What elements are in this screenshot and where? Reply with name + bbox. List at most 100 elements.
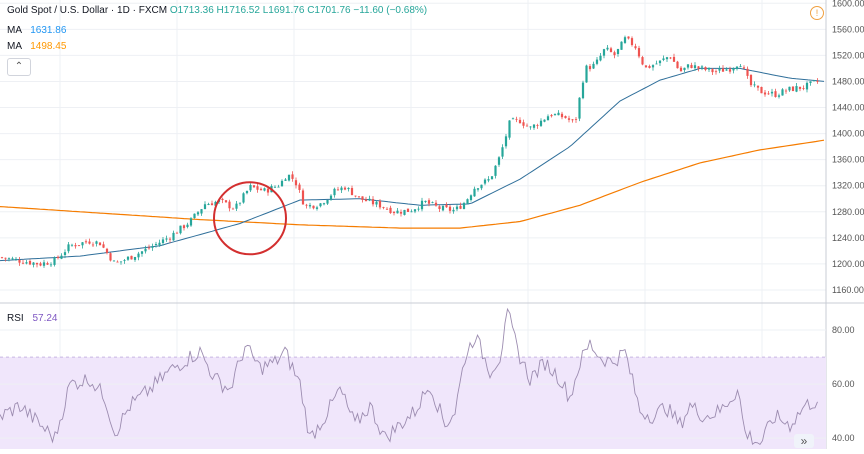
ma-fast-legend[interactable]: MA 1631.86 [7, 25, 66, 36]
candle-down [742, 67, 746, 69]
candle-down [361, 196, 364, 200]
candle-up [511, 118, 515, 120]
ma-slow-legend[interactable]: MA 1498.45 [7, 41, 66, 52]
candle-down [714, 71, 718, 73]
candle-down [392, 211, 396, 214]
candle-up [308, 205, 312, 207]
candle-down [357, 196, 361, 198]
rsi-value: 57.24 [32, 313, 58, 324]
candle-down [816, 81, 819, 82]
candle-up [620, 41, 623, 50]
candle-up [809, 81, 812, 83]
candle-up [403, 209, 406, 215]
candle-down [105, 248, 109, 253]
candle-up [501, 147, 504, 157]
candle-up [557, 112, 560, 116]
candle-up [340, 187, 343, 191]
candle-down [749, 74, 753, 86]
candle-up [753, 84, 756, 86]
candle-up [326, 199, 329, 204]
symbol-name: Gold Spot / U.S. Dollar · 1D · FXCM [7, 5, 168, 16]
candle-up [14, 258, 18, 260]
candle-up [476, 188, 480, 190]
ma-fast-label: MA [7, 25, 22, 36]
candle-down [77, 245, 81, 246]
symbol-legend: Gold Spot / U.S. Dollar · 1D · FXCM O171… [7, 5, 427, 16]
info-icon[interactable]: ! [810, 6, 824, 20]
candle-down [760, 86, 763, 94]
candle-down [301, 190, 305, 205]
candle-down [704, 67, 707, 70]
candle-up [683, 67, 686, 71]
candle-down [74, 245, 77, 247]
candle-up [480, 184, 483, 189]
candle-down [116, 261, 119, 263]
candle-down [690, 64, 693, 69]
candle-down [102, 244, 105, 248]
candle-up [606, 47, 609, 50]
candle-down [679, 67, 683, 72]
candle-down [648, 66, 651, 68]
candles-group [0, 35, 819, 268]
price-axis-tick-label: 1400.00 [832, 129, 864, 139]
candle-up [788, 86, 791, 91]
ma-slow-line [0, 139, 825, 229]
ohlc-open: O1713.36 [169, 5, 214, 16]
candle-up [473, 188, 476, 197]
candle-down [637, 48, 641, 57]
candle-up [686, 64, 690, 68]
candle-down [697, 66, 700, 69]
candle-up [707, 67, 711, 70]
candle-up [732, 68, 735, 71]
candle-down [39, 263, 42, 266]
candle-down [21, 262, 25, 264]
candle-down [536, 125, 539, 126]
candle-up [504, 136, 508, 147]
price-axis-tick-label: 1600.00 [832, 0, 864, 8]
scroll-to-realtime-button[interactable]: » [794, 434, 814, 448]
candle-up [595, 59, 599, 64]
candle-up [280, 180, 284, 187]
candle-up [585, 65, 588, 83]
candle-up [599, 55, 602, 61]
candle-up [417, 208, 420, 210]
ma-fast-value: 1631.86 [30, 25, 67, 36]
candle-down [371, 199, 375, 205]
rsi-legend[interactable]: RSI 57.24 [7, 313, 57, 324]
double-chevron-right-icon: » [800, 434, 808, 448]
candle-up [112, 260, 116, 262]
candle-up [497, 157, 501, 165]
candle-up [319, 203, 322, 207]
candle-up [119, 261, 123, 263]
candle-up [777, 95, 781, 97]
candle-down [91, 244, 95, 246]
candle-up [172, 232, 175, 241]
candle-down [0, 257, 4, 259]
candle-down [550, 115, 553, 117]
candle-down [763, 92, 767, 95]
candle-down [515, 118, 518, 120]
price-axis-tick-label: 1520.00 [832, 50, 864, 60]
candle-down [571, 119, 574, 121]
candle-down [130, 255, 133, 260]
candle-up [32, 262, 35, 265]
candle-up [424, 200, 427, 203]
candle-down [798, 86, 802, 89]
candle-up [81, 242, 84, 246]
candle-up [203, 204, 207, 210]
candle-down [588, 66, 592, 70]
candle-up [207, 203, 210, 205]
candle-up [245, 190, 249, 194]
price-axis-tick-label: 1360.00 [832, 155, 864, 165]
candle-up [200, 209, 203, 214]
candle-up [186, 224, 189, 228]
candle-up [161, 239, 165, 244]
candle-up [662, 58, 665, 60]
candle-up [592, 63, 595, 69]
candle-up [805, 82, 809, 90]
candle-up [235, 203, 238, 209]
collapse-legend-button[interactable]: ⌃ [7, 58, 31, 76]
candle-down [802, 88, 805, 89]
